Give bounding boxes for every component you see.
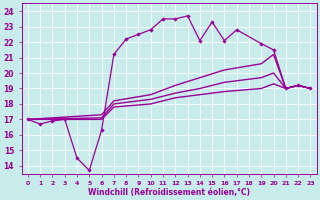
X-axis label: Windchill (Refroidissement éolien,°C): Windchill (Refroidissement éolien,°C)	[88, 188, 250, 197]
